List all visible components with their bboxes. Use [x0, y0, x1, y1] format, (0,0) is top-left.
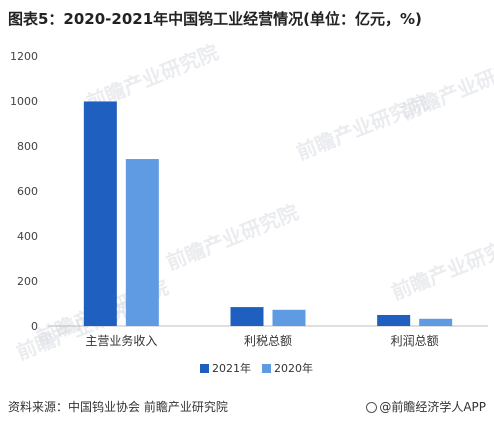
y-tick-label: 0 — [31, 320, 38, 333]
x-tick-label: 利润总额 — [391, 334, 439, 348]
brand-circle-icon — [366, 402, 378, 413]
legend-swatch — [262, 364, 271, 373]
brand-credit-text: @前瞻经济学人APP — [379, 400, 486, 414]
legend-swatch — [200, 364, 209, 373]
watermark-text: 前瞻产业研究院 — [398, 50, 494, 125]
legend-label: 2020年 — [274, 361, 313, 375]
bar-2020-2 — [419, 318, 453, 326]
bar-2020-1 — [272, 309, 306, 326]
y-tick-label: 400 — [17, 230, 38, 243]
bar-2021-1 — [230, 307, 264, 326]
bars — [83, 101, 453, 326]
chart-title: 图表5：2020-2021年中国钨工业经营情况(单位：亿元，%) — [8, 10, 422, 28]
x-tick-label: 利税总额 — [244, 334, 292, 348]
brand-credit: @前瞻经济学人APP — [366, 398, 486, 415]
bar-2020-0 — [125, 159, 159, 326]
legend: 2021年 2020年 — [200, 361, 313, 375]
bar-2021-0 — [83, 101, 117, 326]
y-axis: 0 200 400 600 800 1000 1200 — [10, 50, 38, 333]
source-note: 资料来源：中国钨业协会 前瞻产业研究院 — [8, 400, 228, 414]
watermark-text: 前瞻产业研究院 — [388, 230, 494, 305]
y-tick-label: 600 — [17, 185, 38, 198]
watermark-text: 前瞻产业研究院 — [163, 200, 302, 275]
x-axis-labels: 主营业务收入 利税总额 利润总额 — [85, 333, 438, 348]
y-tick-label: 1000 — [10, 95, 38, 108]
y-tick-label: 1200 — [10, 50, 38, 63]
legend-label: 2021年 — [212, 361, 251, 375]
y-tick-label: 200 — [17, 275, 38, 288]
x-tick-label: 主营业务收入 — [85, 333, 157, 348]
y-tick-label: 800 — [17, 140, 38, 153]
bar-2021-2 — [377, 314, 411, 326]
